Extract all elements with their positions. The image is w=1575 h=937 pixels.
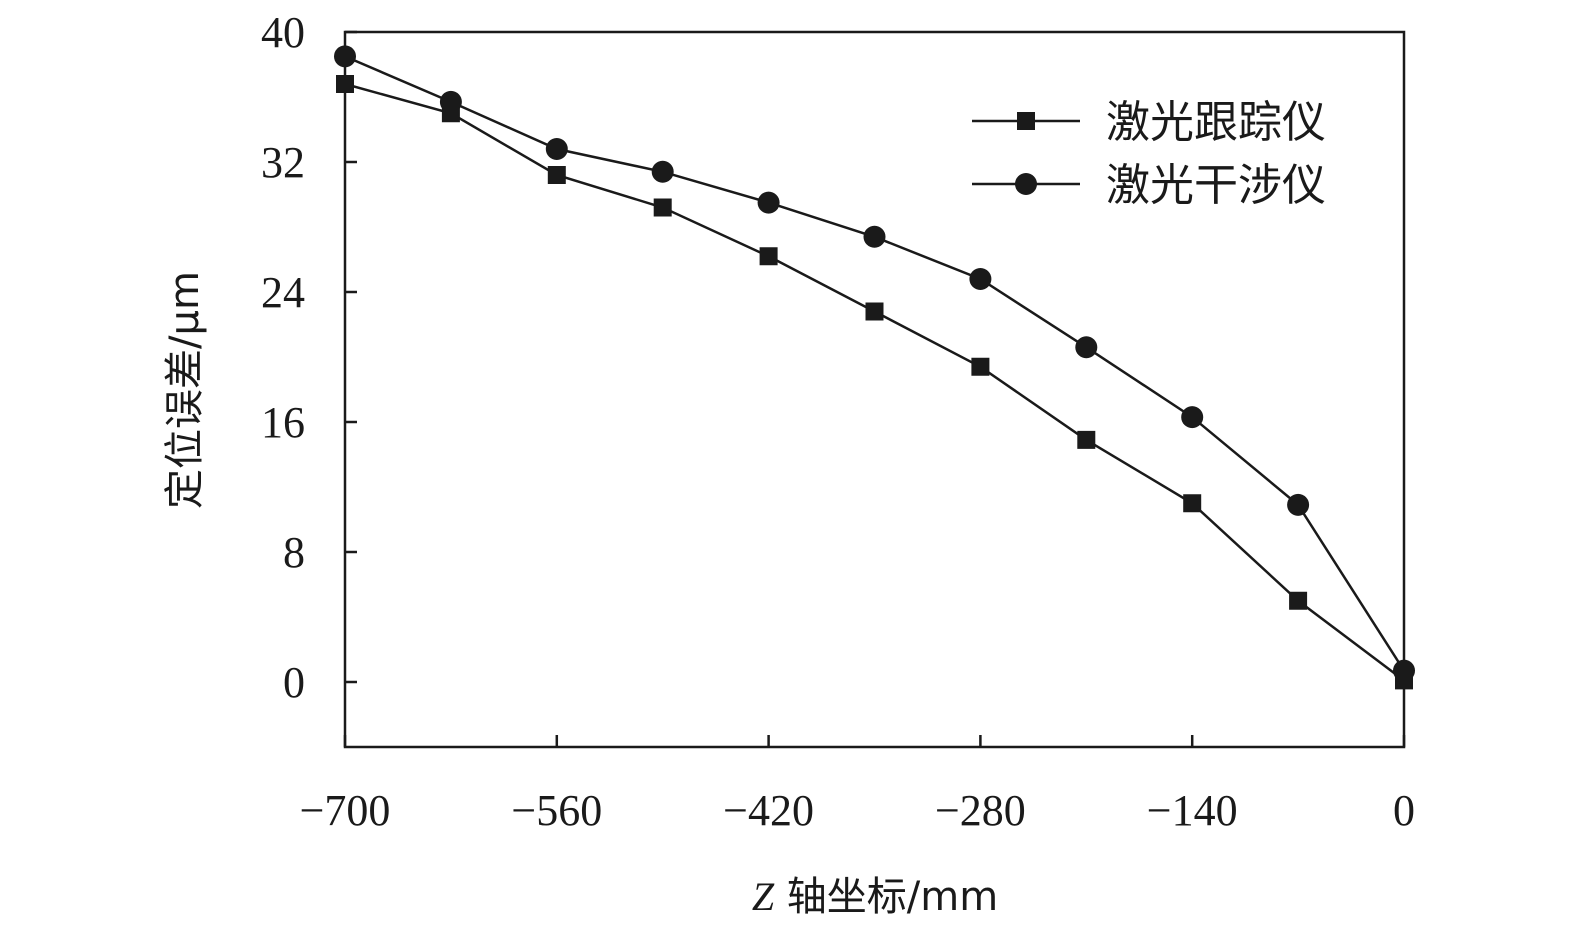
data-point-circle — [1393, 659, 1415, 682]
legend-marker-square — [1017, 112, 1035, 130]
legend-item-1: 激光跟踪仪 — [972, 97, 1326, 148]
data-point-square — [336, 75, 354, 93]
data-point-circle — [651, 160, 674, 183]
x-axis-label-text: 轴坐标/mm — [774, 874, 998, 920]
data-point-circle — [1075, 336, 1098, 359]
data-point-circle — [1181, 406, 1204, 429]
plot-area — [343, 30, 1406, 749]
series-line — [344, 55, 1406, 672]
plot-frame — [343, 30, 1406, 749]
y-tick-label: 0 — [283, 658, 305, 707]
data-point-square — [865, 302, 884, 321]
y-tick-label: 16 — [261, 398, 305, 447]
series-group — [334, 45, 1415, 690]
data-point-circle — [1287, 493, 1310, 516]
x-tick-label: −700 — [300, 786, 391, 835]
data-point-square — [1077, 430, 1096, 449]
x-tick-label: −420 — [723, 786, 814, 835]
y-tick-label: 24 — [261, 268, 305, 317]
y-tick-label: 32 — [261, 138, 305, 187]
legend-label: 激光干涉仪 — [1106, 160, 1326, 211]
data-point-circle — [545, 138, 568, 160]
x-axis: −700 −560 −420 −280 −140 0 — [300, 735, 1415, 835]
y-tick-label: 8 — [283, 528, 305, 577]
data-point-square — [1289, 591, 1308, 610]
x-axis-label: Z 轴坐标/mm — [752, 874, 998, 920]
y-tick-label: 40 — [261, 8, 305, 57]
x-axis-label-prefix: Z — [752, 874, 775, 919]
y-axis-label: 定位误差/μm — [162, 271, 208, 509]
data-point-square — [1183, 494, 1202, 513]
x-tick-label: −560 — [511, 786, 602, 835]
x-tick-label: −140 — [1147, 786, 1238, 835]
x-tick-label: −280 — [935, 786, 1026, 835]
data-point-circle — [757, 191, 780, 214]
data-point-square — [759, 247, 778, 266]
data-point-square — [971, 357, 990, 376]
series-2 — [334, 45, 1415, 682]
legend-item-2: 激光干涉仪 — [972, 160, 1326, 211]
data-point-circle — [969, 268, 992, 290]
legend-marker-circle — [1015, 173, 1037, 195]
data-point-circle — [863, 225, 886, 248]
series-1 — [336, 75, 1413, 690]
data-point-square — [547, 166, 566, 184]
data-point-circle — [439, 90, 462, 113]
legend-label: 激光跟踪仪 — [1106, 97, 1326, 148]
y-axis: 0 8 16 24 32 40 — [261, 8, 357, 707]
data-point-circle — [334, 45, 356, 68]
x-tick-label: 0 — [1393, 786, 1415, 835]
data-point-square — [653, 198, 672, 217]
